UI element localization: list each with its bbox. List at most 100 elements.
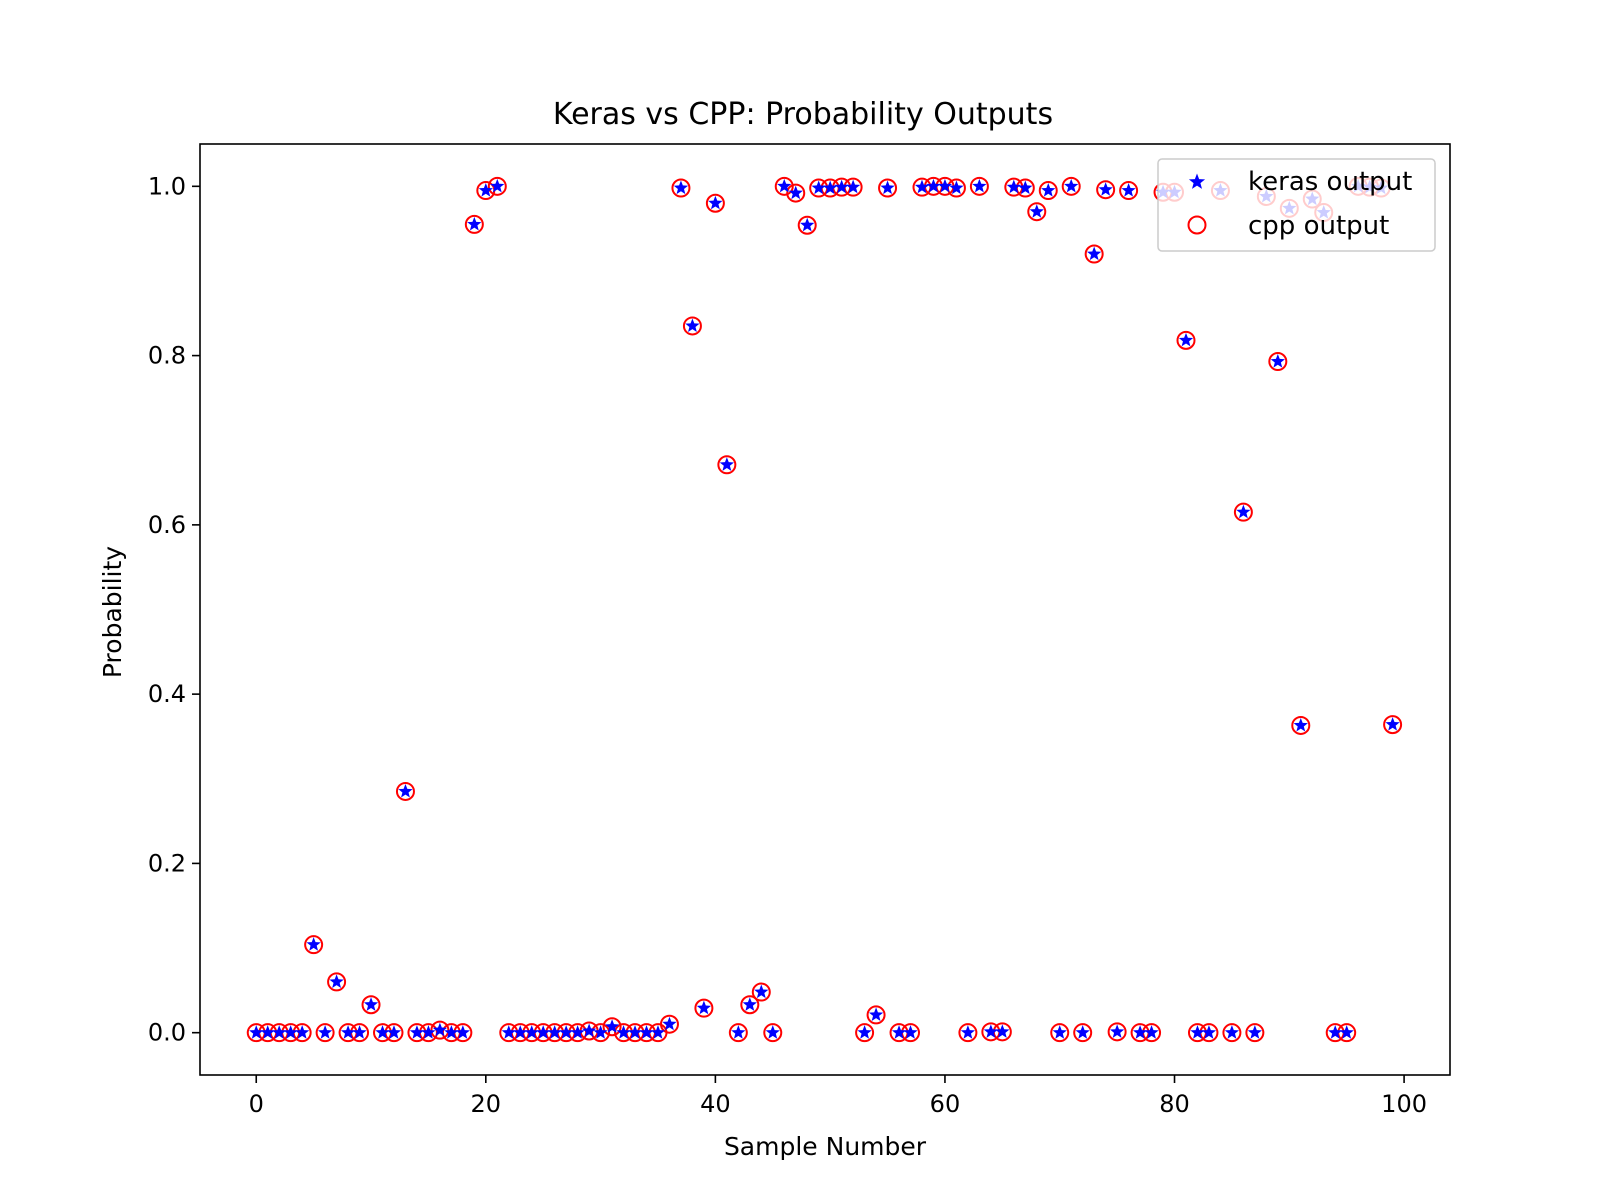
cpp-point	[1245, 1023, 1265, 1043]
keras-point	[1385, 717, 1400, 731]
cpp-point	[1050, 1023, 1070, 1043]
keras-point	[559, 1025, 574, 1039]
keras-point	[719, 457, 734, 471]
keras-point	[249, 1025, 264, 1039]
cpp-point	[1073, 1023, 1093, 1043]
keras-point	[662, 1016, 677, 1031]
keras-point	[604, 1019, 620, 1033]
keras-point	[1236, 504, 1251, 519]
cpp-point	[682, 316, 702, 336]
keras-point	[536, 1025, 551, 1039]
cpp-point	[602, 1017, 622, 1037]
keras-point	[1087, 246, 1102, 261]
keras-point	[501, 1025, 516, 1039]
legend-box	[1157, 158, 1436, 252]
keras-point	[524, 1025, 539, 1039]
keras-point	[1201, 1025, 1217, 1039]
cpp-point	[1107, 1022, 1127, 1042]
x-tick-label: 80	[1159, 1090, 1190, 1118]
x-tick-label: 20	[471, 1090, 502, 1118]
keras-point	[1018, 180, 1033, 195]
keras-point	[834, 179, 849, 194]
keras-point	[283, 1025, 298, 1039]
cpp-point	[1027, 202, 1047, 222]
y-tick-label: 1.0	[148, 172, 186, 200]
keras-point	[800, 217, 815, 232]
cpp-point	[304, 935, 324, 955]
keras-point	[983, 1024, 998, 1038]
cpp-point	[763, 1023, 783, 1043]
cpp-point	[1222, 1023, 1242, 1043]
legend-cpp-label: cpp output	[1248, 211, 1389, 241]
cpp-point	[705, 193, 725, 213]
keras-point	[765, 1025, 780, 1039]
keras-point	[478, 183, 493, 197]
cpp-point	[717, 455, 737, 475]
cpp-point	[855, 1023, 875, 1043]
keras-point	[903, 1025, 918, 1039]
keras-point	[1293, 717, 1308, 732]
keras-point	[1064, 178, 1079, 193]
keras-point	[868, 1007, 884, 1021]
keras-point	[972, 178, 987, 193]
keras-point	[1006, 179, 1021, 194]
keras-point	[627, 1025, 643, 1039]
cpp-point	[751, 982, 771, 1002]
cpp-point	[1176, 330, 1196, 350]
keras-point	[570, 1025, 585, 1039]
keras-point	[1121, 183, 1136, 197]
keras-point	[432, 1022, 448, 1037]
cpp-point	[1119, 181, 1139, 201]
keras-point	[1075, 1025, 1090, 1039]
keras-point	[593, 1025, 608, 1039]
keras-point	[823, 180, 838, 195]
keras-point	[880, 180, 895, 195]
cpp-point	[958, 1023, 978, 1043]
cpp-point	[659, 1014, 679, 1034]
legend-star-icon	[1188, 173, 1206, 189]
y-axis-label: Probability	[98, 546, 127, 678]
keras-point	[306, 937, 321, 951]
keras-point	[1098, 182, 1113, 196]
keras-point	[363, 997, 379, 1011]
keras-point	[673, 180, 689, 195]
keras-point	[754, 984, 769, 999]
cpp-point	[361, 995, 381, 1015]
x-tick-label: 100	[1381, 1090, 1427, 1118]
keras-point	[375, 1025, 390, 1039]
keras-point	[340, 1025, 356, 1039]
keras-point	[845, 179, 861, 194]
keras-point	[317, 1025, 333, 1039]
cpp-point	[1096, 180, 1116, 200]
keras-point	[1190, 1025, 1205, 1039]
keras-point	[1052, 1025, 1067, 1039]
keras-point	[708, 195, 723, 210]
legend: keras output cpp output	[1157, 158, 1436, 252]
keras-point	[1328, 1025, 1343, 1039]
cpp-point	[878, 178, 898, 198]
keras-point	[490, 178, 505, 193]
cpp-point	[694, 998, 714, 1018]
cpp-point	[464, 214, 484, 234]
cpp-point	[1291, 715, 1311, 735]
keras-point	[995, 1024, 1010, 1038]
y-tick-label: 0.4	[148, 680, 186, 708]
keras-point	[467, 216, 482, 231]
y-tick-label: 0.0	[148, 1019, 186, 1047]
keras-point	[1339, 1025, 1354, 1039]
cpp-point	[1383, 715, 1403, 735]
cpp-point	[430, 1020, 450, 1040]
keras-point	[398, 783, 413, 798]
keras-point	[260, 1025, 275, 1039]
keras-point	[421, 1025, 436, 1039]
cpp-point	[740, 995, 760, 1015]
keras-point	[455, 1025, 470, 1039]
keras-point	[777, 178, 792, 193]
keras-point	[1247, 1025, 1262, 1039]
keras-point	[1178, 332, 1194, 347]
keras-point	[513, 1025, 528, 1039]
keras-point	[1224, 1025, 1240, 1039]
keras-point	[1041, 183, 1056, 197]
y-tick-label: 0.6	[148, 511, 186, 539]
